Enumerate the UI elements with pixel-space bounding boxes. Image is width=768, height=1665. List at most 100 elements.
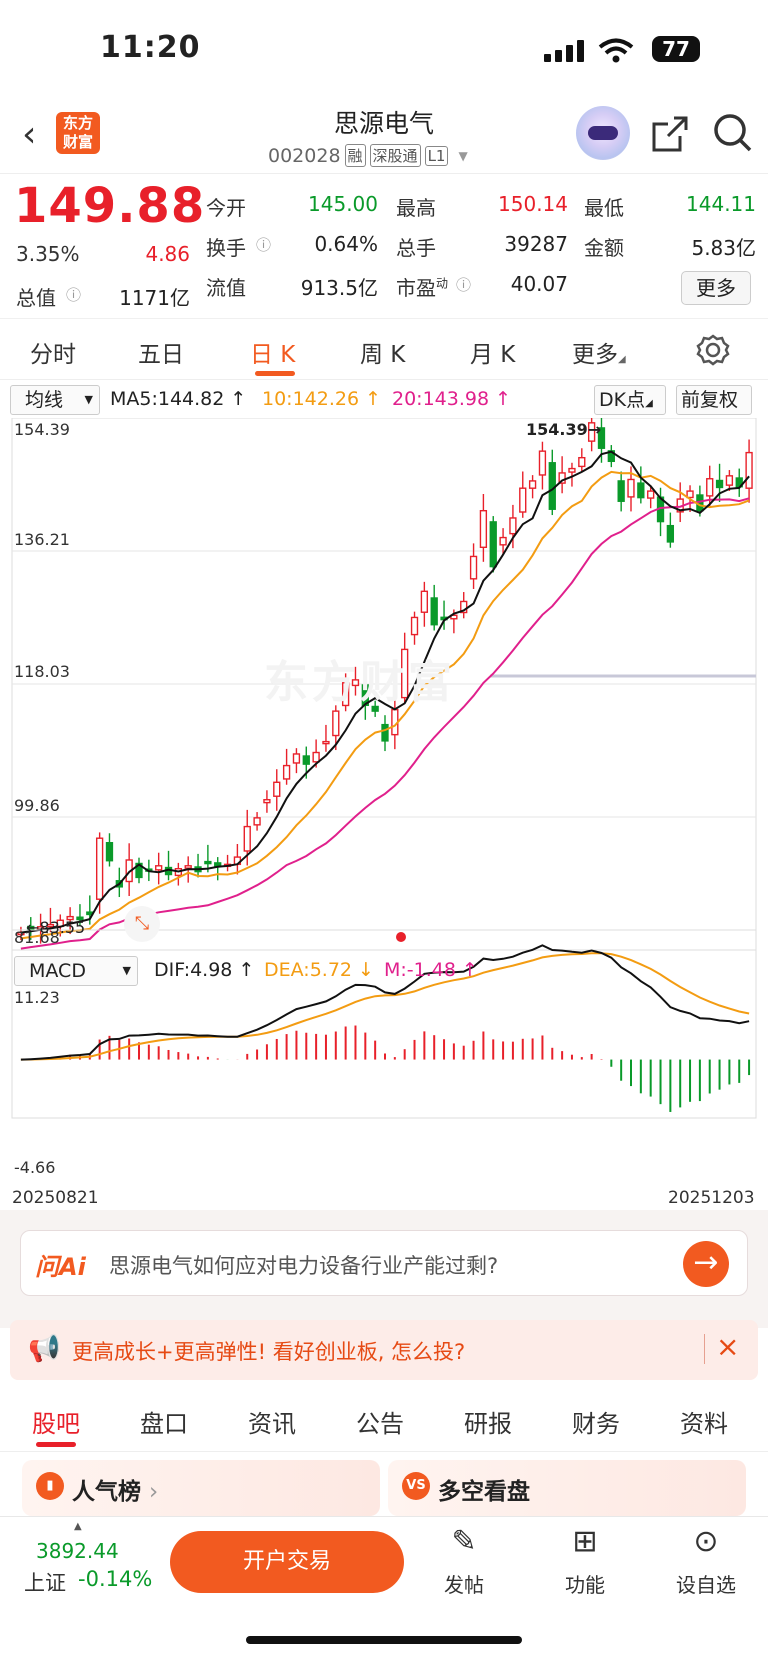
- candle-body: [66, 915, 74, 921]
- macd-y-tick: 11.23: [14, 988, 60, 1007]
- tab-announcements[interactable]: 公告: [356, 1410, 404, 1438]
- ma-selector[interactable]: 均线 ▼: [10, 385, 100, 415]
- back-icon[interactable]: ‹: [22, 114, 37, 155]
- pe-label: 市盈动: [396, 276, 449, 300]
- kline-chart[interactable]: 154.39 136.21 118.03 99.86 81.68 154.39→…: [0, 418, 768, 1208]
- popularity-card[interactable]: ▮ 人气榜 ›: [22, 1460, 380, 1516]
- dk-point-button[interactable]: DK点◢: [594, 385, 666, 415]
- candle-body: [568, 467, 576, 473]
- ask-ai-box[interactable]: 问Ai 思源电气如何应对电力设备行业产能过剩? →: [20, 1230, 748, 1296]
- tab-research[interactable]: 研报: [464, 1410, 512, 1438]
- candle-body: [420, 590, 429, 613]
- candle-body: [243, 825, 251, 852]
- tab-handicap[interactable]: 盘口: [140, 1410, 188, 1438]
- info-icon[interactable]: ⓘ: [66, 286, 82, 304]
- tab-finance[interactable]: 财务: [572, 1410, 620, 1438]
- index-change[interactable]: -0.14%: [78, 1567, 153, 1591]
- search-icon[interactable]: [712, 112, 754, 154]
- start-date: 20250821: [12, 1188, 99, 1208]
- banner-text[interactable]: 更高成长+更高弹性! 看好创业板, 怎么投?: [72, 1340, 466, 1364]
- kline-svg: [11, 418, 757, 1119]
- candle-body: [469, 555, 478, 580]
- max-price-label: 154.39→: [526, 420, 602, 439]
- tag-level: L1: [424, 145, 449, 166]
- info-icon[interactable]: ⓘ: [256, 236, 272, 254]
- vs-icon: VS: [402, 1472, 430, 1500]
- period-tabs: 分时 五日 日 K 周 K 月 K 更多◢: [0, 318, 768, 380]
- candle-body: [253, 817, 261, 826]
- share-icon[interactable]: [650, 114, 690, 154]
- candle-body: [558, 472, 566, 484]
- tab-profile[interactable]: 资料: [680, 1410, 728, 1438]
- candle-body: [341, 682, 350, 707]
- candle-body: [381, 723, 389, 742]
- candle-body: [509, 517, 517, 535]
- candle-body: [282, 764, 291, 780]
- last-price: 149.88: [14, 178, 206, 234]
- promo-banner[interactable]: 📢 更高成长+更高弹性! 看好创业板, 怎么投? ×: [10, 1320, 758, 1380]
- candle-body: [460, 600, 468, 614]
- more-quote-button[interactable]: 更多: [681, 271, 751, 305]
- candle-body: [76, 916, 84, 921]
- candle-body: [410, 616, 419, 636]
- ma5-line: [20, 450, 750, 934]
- stock-code: 002028: [268, 144, 341, 167]
- index-value[interactable]: 3892.44: [36, 1539, 119, 1563]
- candle-body: [499, 536, 507, 546]
- tab-more[interactable]: 更多◢: [572, 342, 626, 368]
- ai-assistant-avatar[interactable]: [576, 106, 630, 160]
- mktcap-label: 总值: [16, 286, 56, 310]
- expand-chart-icon[interactable]: ⤡: [124, 906, 160, 942]
- section-tabs: 股吧 盘口 资讯 公告 研报 财务 资料: [0, 1392, 768, 1452]
- bull-bear-card[interactable]: VS 多空看盘: [388, 1460, 746, 1516]
- post-button[interactable]: ✎ 发帖: [424, 1525, 504, 1598]
- tab-guba[interactable]: 股吧: [32, 1410, 80, 1438]
- dif-line: [20, 944, 750, 1061]
- tab-daily-k[interactable]: 日 K: [250, 342, 296, 368]
- candle-body: [647, 490, 655, 499]
- tab-five-day[interactable]: 五日: [138, 342, 184, 368]
- functions-button[interactable]: ⊞ 功能: [545, 1525, 625, 1598]
- macd-selector[interactable]: MACD ▼: [14, 956, 138, 986]
- turnover-label: 换手: [206, 236, 246, 260]
- macd-frame: [11, 929, 757, 1119]
- tab-news[interactable]: 资讯: [248, 1410, 296, 1438]
- arrow-right-icon[interactable]: →: [683, 1241, 729, 1287]
- index-name[interactable]: 上证: [24, 1571, 66, 1595]
- y-tick-label: 81.68: [14, 928, 60, 947]
- info-icon[interactable]: ⓘ: [456, 276, 472, 294]
- settings-gear-icon[interactable]: [696, 333, 730, 367]
- open-account-trade-button[interactable]: 开户交易: [170, 1531, 404, 1593]
- home-indicator: [246, 1636, 522, 1644]
- close-icon[interactable]: ×: [716, 1330, 740, 1363]
- chevron-down-icon: ▼: [458, 148, 468, 163]
- m-value: M:-1.48 ↑: [384, 959, 478, 981]
- candle-body: [745, 451, 753, 489]
- dea-line: [20, 952, 750, 1061]
- macd-indicator-row: MACD ▼ DIF:4.98 ↑ DEA:5.72 ↓ M:-1.48 ↑: [0, 956, 768, 988]
- low-label: 最低: [584, 196, 624, 220]
- y-tick-label: 136.21: [14, 530, 70, 549]
- tab-weekly-k[interactable]: 周 K: [360, 342, 406, 368]
- candle-body: [528, 480, 537, 489]
- candle-body: [263, 799, 271, 804]
- candle-body: [489, 521, 497, 568]
- tab-monthly-k[interactable]: 月 K: [470, 342, 516, 368]
- candle-body: [666, 524, 675, 543]
- watchlist-label: 设自选: [676, 1573, 736, 1597]
- add-watchlist-button[interactable]: ⊙ 设自选: [666, 1525, 746, 1598]
- ai-question[interactable]: 思源电气如何应对电力设备行业产能过剩?: [109, 1254, 499, 1278]
- low-value: 144.11: [686, 192, 756, 216]
- dea-value: DEA:5.72 ↓: [264, 959, 374, 981]
- pe-value: 40.07: [510, 272, 568, 296]
- tab-intraday[interactable]: 分时: [30, 342, 76, 368]
- candle-body: [725, 475, 734, 486]
- candle-body: [617, 480, 625, 502]
- volume-value: 39287: [504, 232, 568, 256]
- open-label: 今开: [206, 196, 246, 220]
- stock-code-row[interactable]: 002028 融 深股通 L1 ▼: [268, 144, 468, 167]
- macd-y-tick: -4.66: [14, 1158, 56, 1177]
- adjust-button[interactable]: 前复权: [676, 385, 752, 415]
- candle-body: [637, 482, 645, 499]
- y-tick-label: 154.39: [14, 420, 70, 439]
